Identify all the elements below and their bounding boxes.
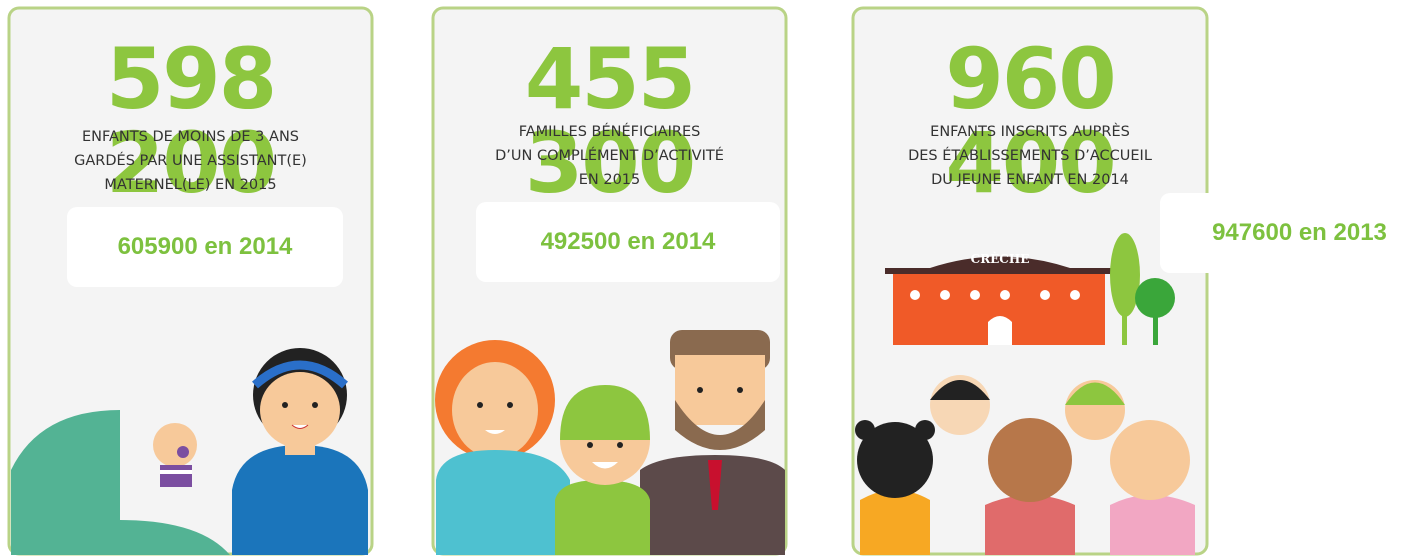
description-line: DES ÉTABLISSEMENTS D’ACCUEIL xyxy=(853,144,1207,168)
card-description: FAMILLES BÉNÉFICIAIRES D’UN COMPLÉMENT D… xyxy=(433,120,786,192)
infographic: CRÈCHE 598 200 ENFANTS DE MOINS DE 3 ANS… xyxy=(0,0,1409,558)
comparison-box: 492500 en 2014 xyxy=(476,202,780,282)
description-line: D’UN COMPLÉMENT D’ACTIVITÉ xyxy=(433,144,786,168)
description-line: ENFANTS INSCRITS AUPRÈS xyxy=(853,120,1207,144)
description-line: MATERNEL(LE) EN 2015 xyxy=(9,173,372,197)
comparison-text: 492500 en 2014 xyxy=(541,228,716,256)
description-line: DU JEUNE ENFANT EN 2014 xyxy=(853,168,1207,192)
description-line: EN 2015 xyxy=(433,168,786,192)
card-description: ENFANTS INSCRITS AUPRÈS DES ÉTABLISSEMEN… xyxy=(853,120,1207,192)
creche-sign: CRÈCHE xyxy=(971,251,1030,266)
comparison-text: 947600 en 2013 xyxy=(1212,219,1387,247)
comparison-box: 605900 en 2014 xyxy=(67,207,343,287)
description-line: GARDÉS PAR UNE ASSISTANT(E) xyxy=(9,149,372,173)
card-description: ENFANTS DE MOINS DE 3 ANS GARDÉS PAR UNE… xyxy=(9,125,372,197)
comparison-box: 947600 en 2013 xyxy=(1160,193,1409,273)
comparison-text: 605900 en 2014 xyxy=(118,233,293,261)
description-line: ENFANTS DE MOINS DE 3 ANS xyxy=(9,125,372,149)
description-line: FAMILLES BÉNÉFICIAIRES xyxy=(433,120,786,144)
